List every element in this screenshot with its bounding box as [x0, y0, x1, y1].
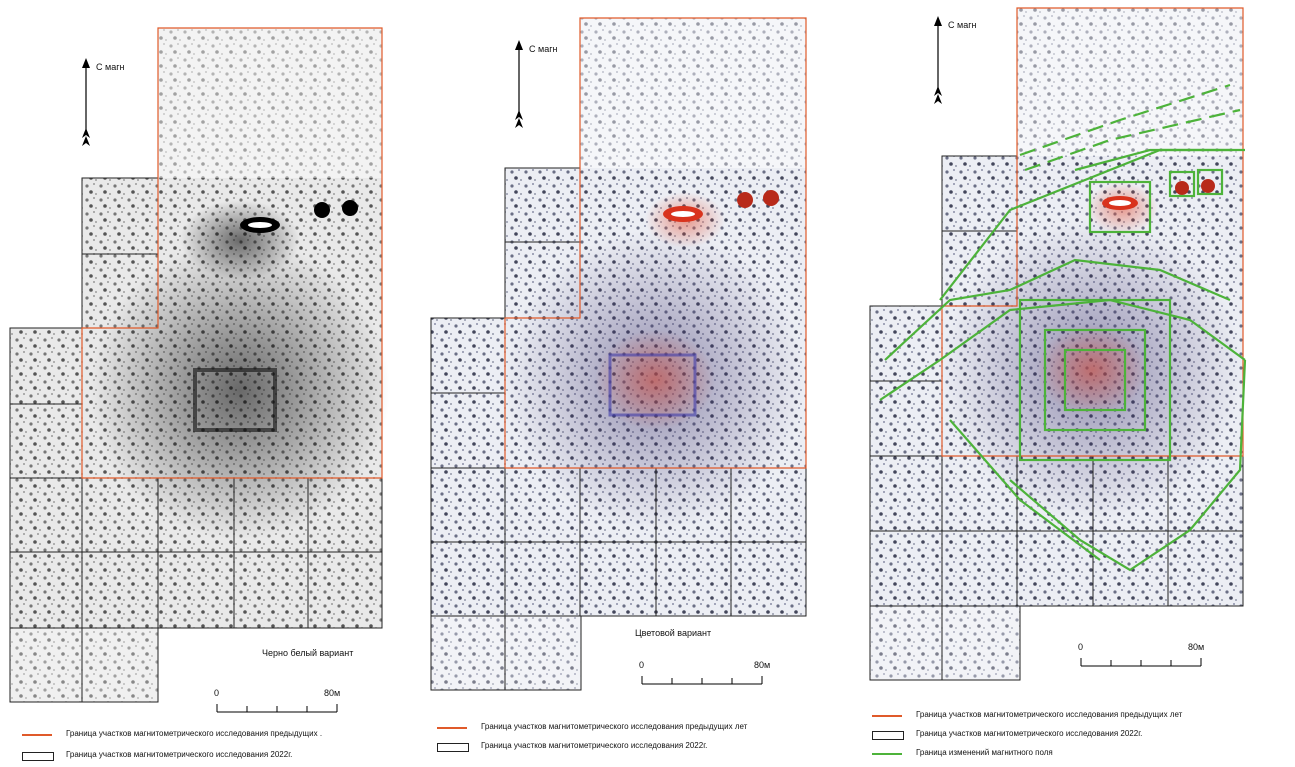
north-arrow	[82, 58, 90, 146]
legend-swatch-current	[22, 752, 54, 761]
legend-item-previous: Граница участков магнитометрического исс…	[22, 729, 422, 741]
scale-bar: 0 80м	[214, 688, 344, 716]
legend-item-current: Граница участков магнитометрического исс…	[872, 729, 1292, 741]
legend-text: Граница участков магнитометрического исс…	[916, 710, 1183, 719]
legend-swatch-current	[872, 731, 904, 740]
panel-caption: Черно белый вариант	[262, 648, 354, 658]
north-arrow	[934, 16, 942, 104]
map-panel-color: С магн Цветовой вариант 0 80м Граница уч…	[425, 0, 855, 767]
scale-ruler	[216, 704, 338, 713]
map-panel-bw: С магн Черно белый вариант 0 80м Граница…	[0, 0, 430, 767]
panel-caption: Цветовой вариант	[635, 628, 712, 638]
survey-grid-2022	[431, 18, 806, 690]
scale-ruler	[641, 676, 763, 685]
legend-swatch-field-change	[872, 753, 902, 755]
previous-years-boundary	[504, 17, 807, 469]
legend-item-previous: Граница участков магнитометрического исс…	[437, 722, 857, 734]
legend-text: Граница участков магнитометрического исс…	[66, 750, 293, 759]
magnetometry-map-bw	[9, 27, 390, 703]
scale-start-label: 0	[214, 688, 220, 698]
scale-end-label: 80м	[324, 688, 341, 698]
scale-bar: 0 80м	[639, 660, 779, 688]
legend-text: Граница изменений магнитного поля	[916, 748, 1053, 757]
legend-swatch-previous	[437, 727, 467, 729]
legend-item-current: Граница участков магнитометрического исс…	[22, 750, 422, 762]
legend-text: Граница участков магнитометрического исс…	[481, 722, 748, 731]
north-label: С магн	[948, 20, 977, 30]
legend-item-previous: Граница участков магнитометрического исс…	[872, 710, 1292, 722]
scale-end-label: 80м	[1188, 642, 1205, 652]
legend-text: Граница участков магнитометрического исс…	[66, 729, 323, 738]
legend-swatch-previous	[872, 715, 902, 717]
scale-bar: 0 80м	[1078, 642, 1208, 670]
legend-text: Граница участков магнитометрического исс…	[916, 729, 1143, 738]
magnetometry-map-field-changes	[869, 7, 1247, 681]
map-panel-field-changes: С магн 0 80м Граница участков магнитомет…	[860, 0, 1295, 767]
scale-ruler	[1080, 658, 1202, 667]
scale-start-label: 0	[639, 660, 645, 670]
field-change-boundaries	[879, 83, 1247, 572]
survey-grid-2022	[870, 8, 1243, 680]
magnetometry-map-color	[430, 17, 807, 691]
survey-grid-2022	[10, 28, 390, 702]
scale-end-label: 80м	[754, 660, 771, 670]
legend-swatch-previous	[22, 734, 52, 736]
previous-years-boundary	[941, 7, 1244, 457]
north-label: С магн	[529, 44, 558, 54]
legend-text: Граница участков магнитометрического исс…	[481, 741, 708, 750]
legend-swatch-current	[437, 743, 469, 752]
legend-item-current: Граница участков магнитометрического исс…	[437, 741, 857, 753]
scale-start-label: 0	[1078, 642, 1084, 652]
north-arrow	[515, 40, 523, 128]
north-label: С магн	[96, 62, 125, 72]
legend-item-field-change: Граница изменений магнитного поля	[872, 748, 1292, 760]
previous-years-boundary	[81, 27, 383, 479]
